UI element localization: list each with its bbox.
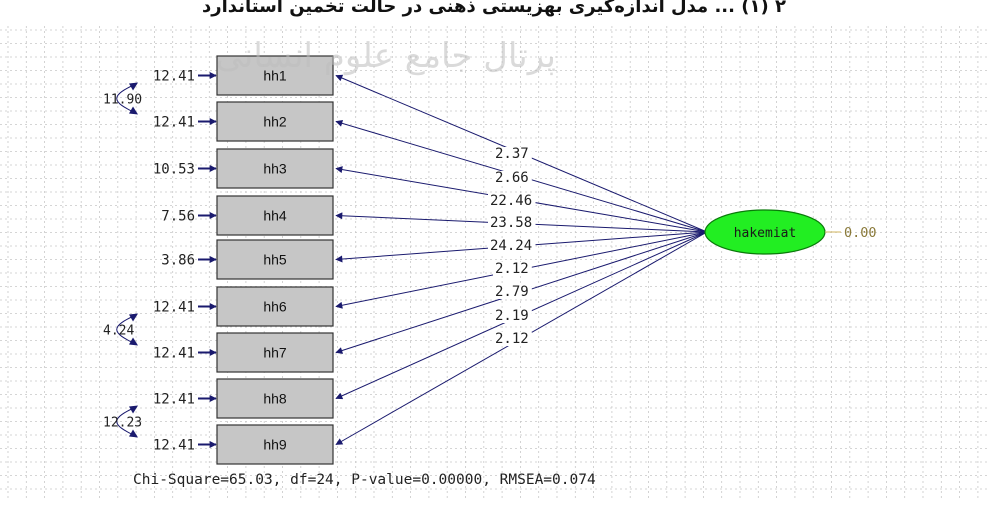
error-variance-hh8: 12.41 [153,392,195,408]
loading-value-hh1: 2.37 [495,146,529,162]
loading-label-bg [493,285,532,299]
loading-value-hh9: 2.12 [495,331,529,347]
covariance-value: 12.23 [103,416,142,431]
covariance-curve [116,83,138,114]
covariance-value: 11.90 [103,93,142,108]
latent-variance-value: 0.00 [844,225,877,241]
loading-label-bg [493,332,532,346]
error-variance-hh6: 12.41 [153,300,195,316]
loading-value-hh2: 2.66 [495,170,529,186]
indicator-label-hh5: hh5 [263,252,287,268]
loading-value-hh5: 24.24 [490,238,532,254]
loading-value-hh6: 2.12 [495,261,529,277]
indicator-box-hh9 [216,424,334,465]
error-variance-hh1: 12.41 [153,69,195,85]
error-variance-hh3: 10.53 [153,162,195,178]
covariance-arrowhead [129,313,138,322]
loading-label-bg [493,309,532,323]
indicator-box-hh1 [216,55,334,96]
loading-value-hh4: 23.58 [490,215,532,231]
loading-label-bg [488,216,536,230]
indicator-box-hh2 [216,101,334,142]
error-variance-hh2: 12.41 [153,115,195,131]
error-covariances: 11.90 4.24 12.23 [103,82,142,438]
covariance-arrowhead [129,429,138,438]
loading-value-hh7: 2.79 [495,284,529,300]
factor-loadings: 2.37 2.66 22.46 23.58 24.24 2.12 2.79 2.19 2.12 [335,74,708,445]
error-variance-hh5: 3.86 [161,253,195,269]
error-variance-hh7: 12.41 [153,346,195,362]
indicator-box-hh5 [216,239,334,280]
covariance-arrowhead [129,337,138,346]
error-variance-hh4: 7.56 [161,209,195,225]
indicator-label-hh9: hh9 [263,437,287,453]
caption-header: ۲ (۱) ... مدل اندازه‌گیری بهزیستی ذهنی د… [202,0,786,17]
indicator-label-hh3: hh3 [263,161,287,177]
indicator-label-hh8: hh8 [263,391,287,407]
latent-factor: hakemiat 0.00 [704,209,877,255]
loading-label-bg [488,194,536,208]
covariance-curve [116,406,138,437]
indicator-label-hh6: hh6 [263,299,287,315]
indicator-label-hh2: hh2 [263,114,287,130]
error-variance-hh9: 12.41 [153,438,195,454]
covariance-curve [116,314,138,345]
loading-value-hh8: 2.19 [495,308,529,324]
indicator-label-hh7: hh7 [263,345,287,361]
watermark: پرتال جامع علوم انسانی [215,36,556,76]
fit-statistics: Chi-Square=65.03, df=24, P-value=0.00000… [133,472,596,488]
indicator-label-hh4: hh4 [263,208,287,224]
loading-label-bg [493,147,532,161]
indicator-box-hh6 [216,286,334,327]
covariance-arrowhead [129,82,138,91]
loading-label-bg [493,262,532,276]
loading-value-hh3: 22.46 [490,193,532,209]
indicator-boxes: hh1 hh2 hh3 hh4 hh5 hh6 hh7 hh8 hh9 [216,55,334,465]
indicator-box-hh8 [216,378,334,419]
indicator-box-hh4 [216,195,334,236]
covariance-value: 4.24 [103,324,134,339]
indicator-box-hh7 [216,332,334,373]
covariance-arrowhead [129,106,138,115]
covariance-arrowhead [129,405,138,414]
latent-factor-label: hakemiat [734,226,797,241]
indicator-box-hh3 [216,148,334,189]
loading-label-bg [493,171,532,185]
error-terms: 12.41 12.41 10.53 7.56 3.86 12.41 12.41 12.41 12… [153,69,217,454]
loading-label-bg [488,239,536,253]
indicator-label-hh1: hh1 [263,68,287,84]
